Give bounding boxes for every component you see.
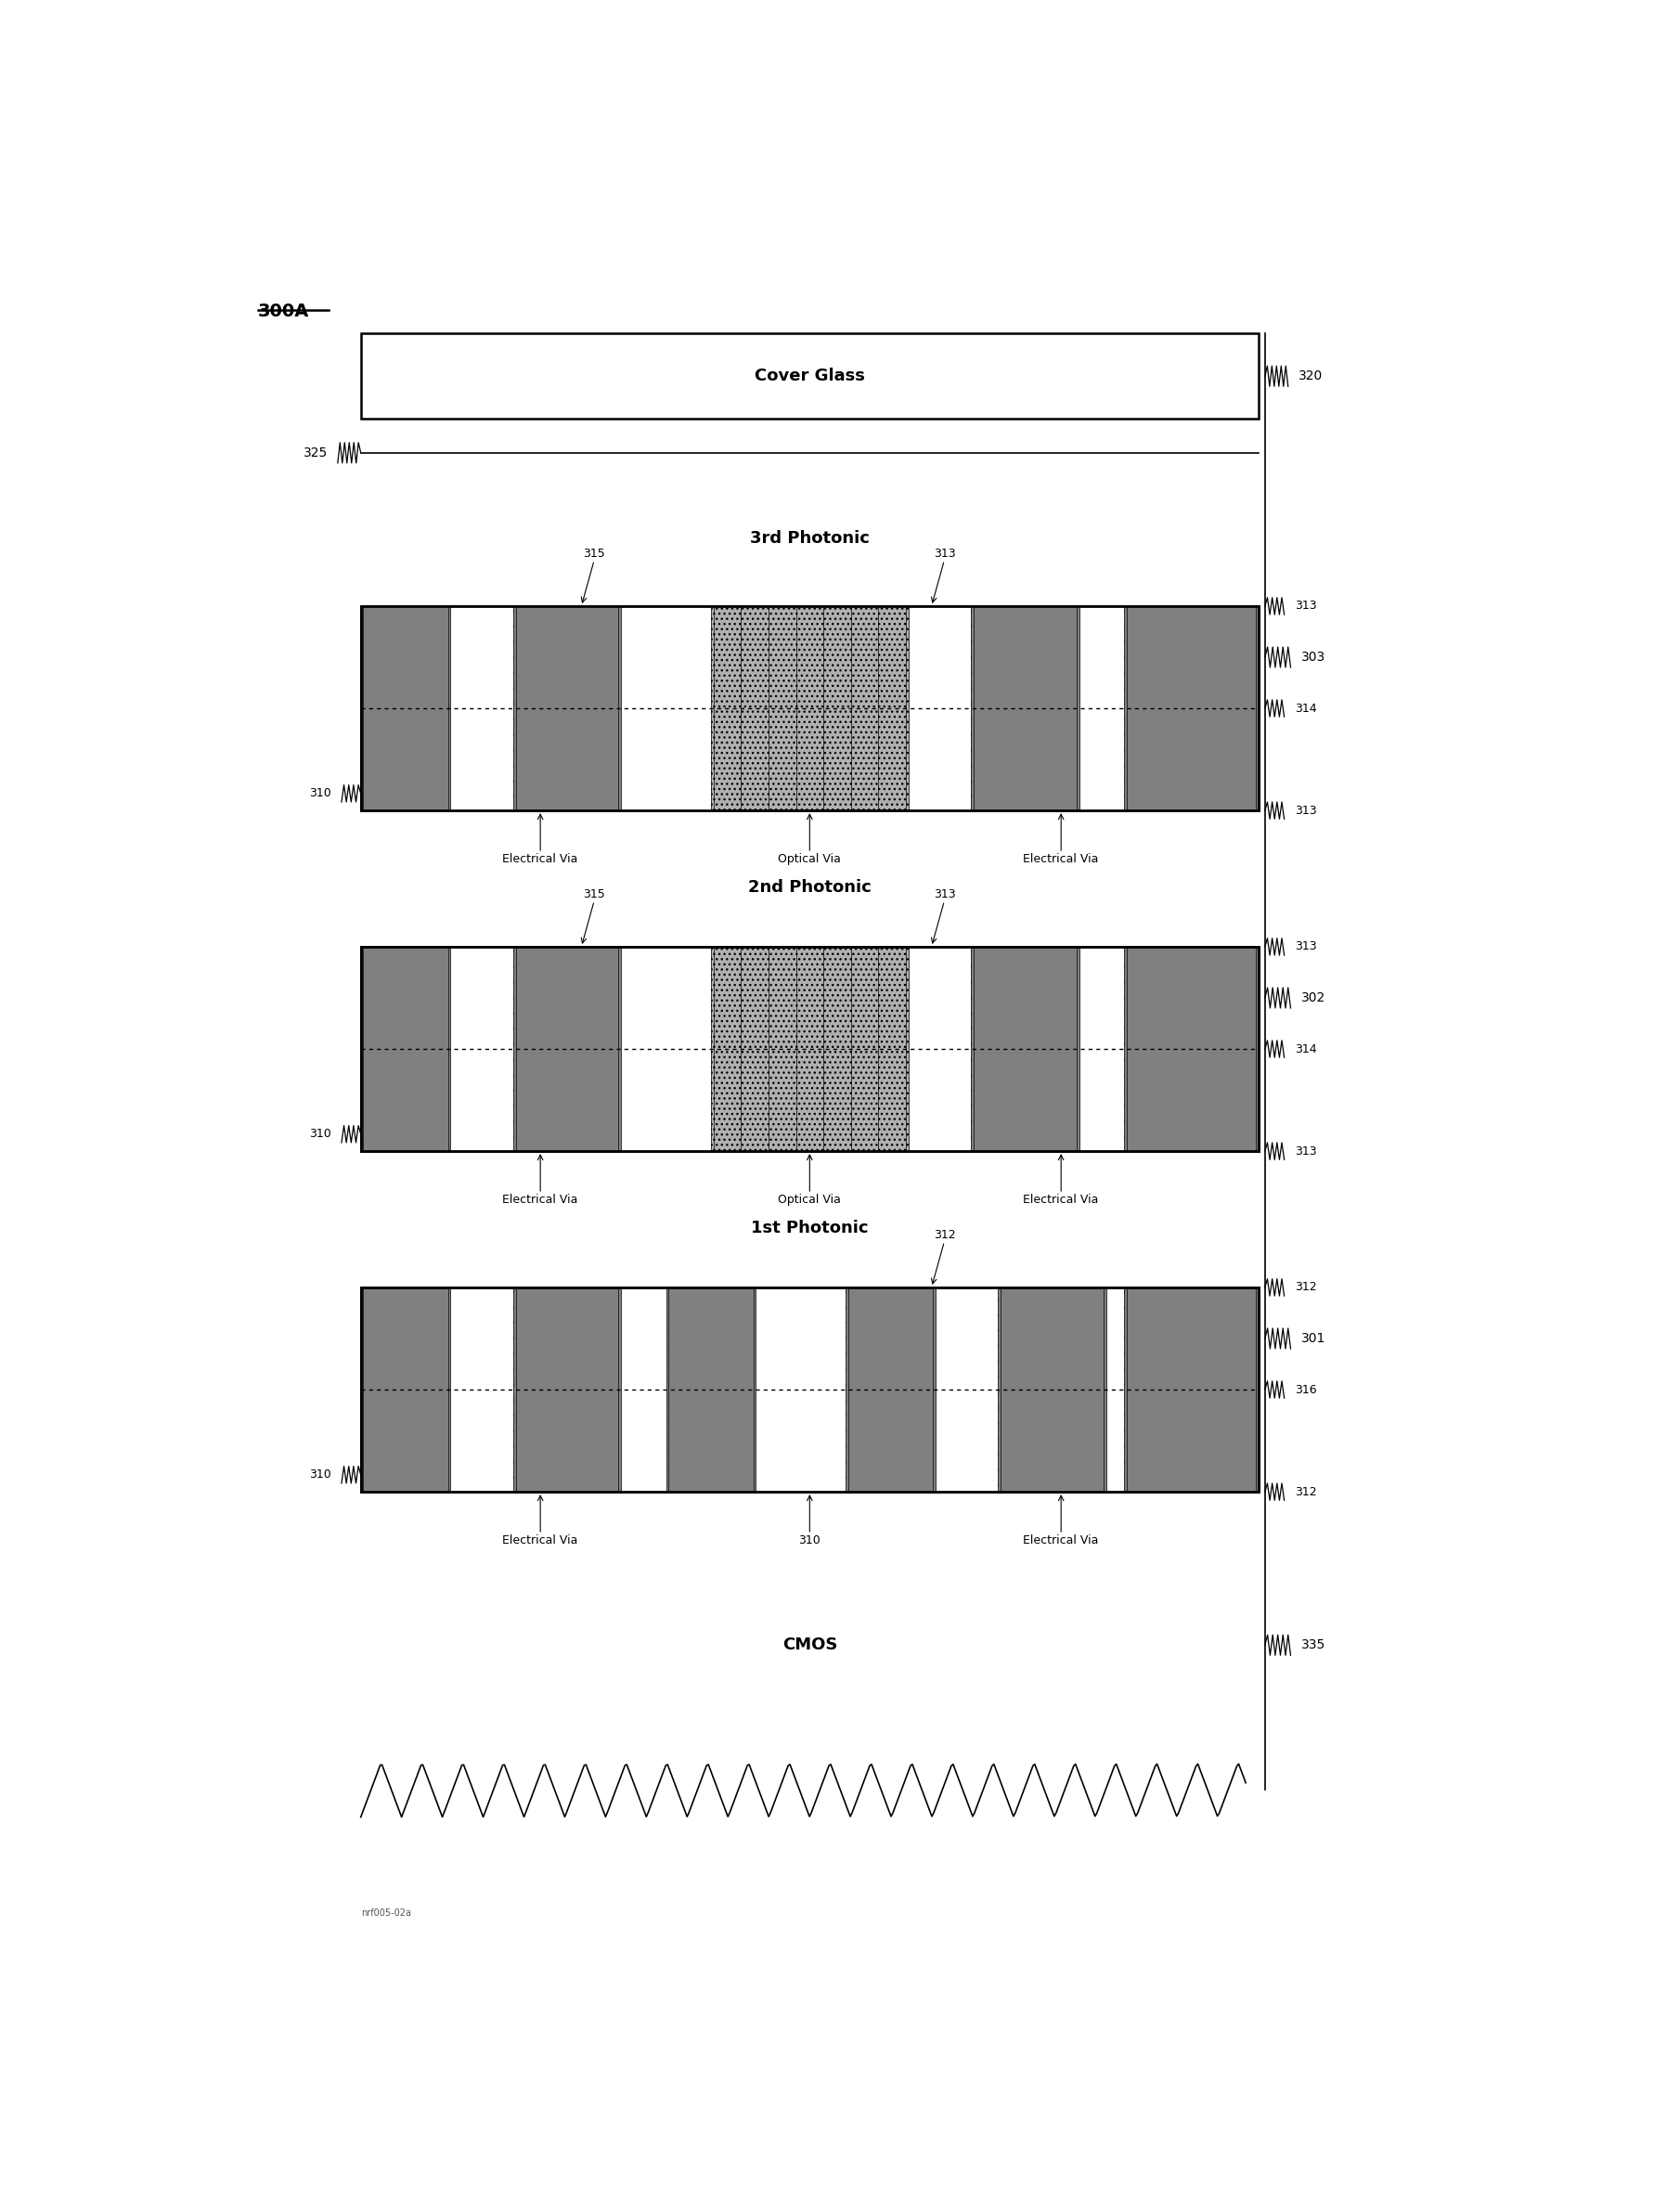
- Text: 314: 314: [1293, 1042, 1315, 1055]
- Bar: [935, 1287, 997, 1491]
- Bar: [711, 606, 908, 810]
- Text: 1st Photonic: 1st Photonic: [751, 1219, 868, 1237]
- Bar: [1078, 1287, 1123, 1491]
- Text: Electrical Via: Electrical Via: [503, 1535, 577, 1546]
- Text: nrf005-02a: nrf005-02a: [361, 1909, 410, 1918]
- Bar: [1078, 606, 1123, 810]
- Bar: [361, 606, 450, 810]
- Text: 313: 313: [933, 889, 954, 900]
- Bar: [361, 1287, 450, 1491]
- Bar: [361, 947, 450, 1150]
- Text: 2nd Photonic: 2nd Photonic: [748, 878, 870, 896]
- Bar: [513, 947, 620, 1150]
- Bar: [756, 1287, 845, 1491]
- Bar: [361, 1287, 1257, 1491]
- Text: 313: 313: [1293, 940, 1315, 953]
- Text: 312: 312: [933, 1230, 954, 1241]
- Text: 314: 314: [1293, 701, 1315, 714]
- Text: Electrical Via: Electrical Via: [503, 854, 577, 865]
- Bar: [971, 947, 1078, 1150]
- Text: 316: 316: [1293, 1382, 1315, 1396]
- Bar: [665, 1287, 756, 1491]
- Text: 310: 310: [799, 1535, 820, 1546]
- Text: 310: 310: [309, 1469, 331, 1480]
- Bar: [513, 1287, 620, 1491]
- Text: 335: 335: [1300, 1639, 1325, 1652]
- Text: 310: 310: [309, 1128, 331, 1139]
- Text: 313: 313: [1293, 805, 1315, 816]
- Text: Electrical Via: Electrical Via: [1022, 1535, 1098, 1546]
- Text: 313: 313: [1293, 1146, 1315, 1157]
- Text: 315: 315: [582, 549, 605, 560]
- Bar: [361, 947, 1257, 1150]
- Text: 300A: 300A: [258, 303, 309, 321]
- Bar: [361, 334, 1257, 418]
- Bar: [361, 606, 1257, 810]
- Text: Electrical Via: Electrical Via: [503, 1194, 577, 1206]
- Text: Electrical Via: Electrical Via: [1022, 854, 1098, 865]
- Bar: [1123, 1287, 1259, 1491]
- Bar: [1123, 947, 1259, 1150]
- Bar: [620, 1287, 665, 1491]
- Text: 325: 325: [303, 447, 327, 460]
- Text: 313: 313: [933, 549, 954, 560]
- Text: Optical Via: Optical Via: [777, 1194, 840, 1206]
- Bar: [361, 606, 1257, 810]
- Text: 312: 312: [1293, 1486, 1315, 1498]
- Text: 310: 310: [309, 787, 331, 799]
- Bar: [620, 606, 711, 810]
- Bar: [450, 1287, 513, 1491]
- Bar: [450, 606, 513, 810]
- Bar: [711, 947, 908, 1150]
- Text: 312: 312: [1293, 1281, 1315, 1294]
- Text: 320: 320: [1298, 369, 1322, 383]
- Text: Optical Via: Optical Via: [777, 854, 840, 865]
- Text: Electrical Via: Electrical Via: [1022, 1194, 1098, 1206]
- Bar: [1123, 606, 1259, 810]
- Bar: [620, 947, 711, 1150]
- Bar: [361, 947, 1257, 1150]
- Bar: [450, 947, 513, 1150]
- Bar: [997, 1287, 1105, 1491]
- Text: 303: 303: [1300, 650, 1325, 664]
- Text: CMOS: CMOS: [782, 1637, 837, 1652]
- Text: 3rd Photonic: 3rd Photonic: [749, 529, 868, 546]
- Text: 313: 313: [1293, 599, 1315, 613]
- Bar: [513, 606, 620, 810]
- Text: 301: 301: [1300, 1332, 1325, 1345]
- Text: 302: 302: [1300, 991, 1325, 1004]
- Bar: [1078, 947, 1123, 1150]
- Bar: [845, 1287, 935, 1491]
- Bar: [908, 947, 971, 1150]
- Text: 315: 315: [582, 889, 605, 900]
- Bar: [908, 606, 971, 810]
- Bar: [361, 1287, 1257, 1491]
- Text: Cover Glass: Cover Glass: [754, 367, 865, 385]
- Bar: [971, 606, 1078, 810]
